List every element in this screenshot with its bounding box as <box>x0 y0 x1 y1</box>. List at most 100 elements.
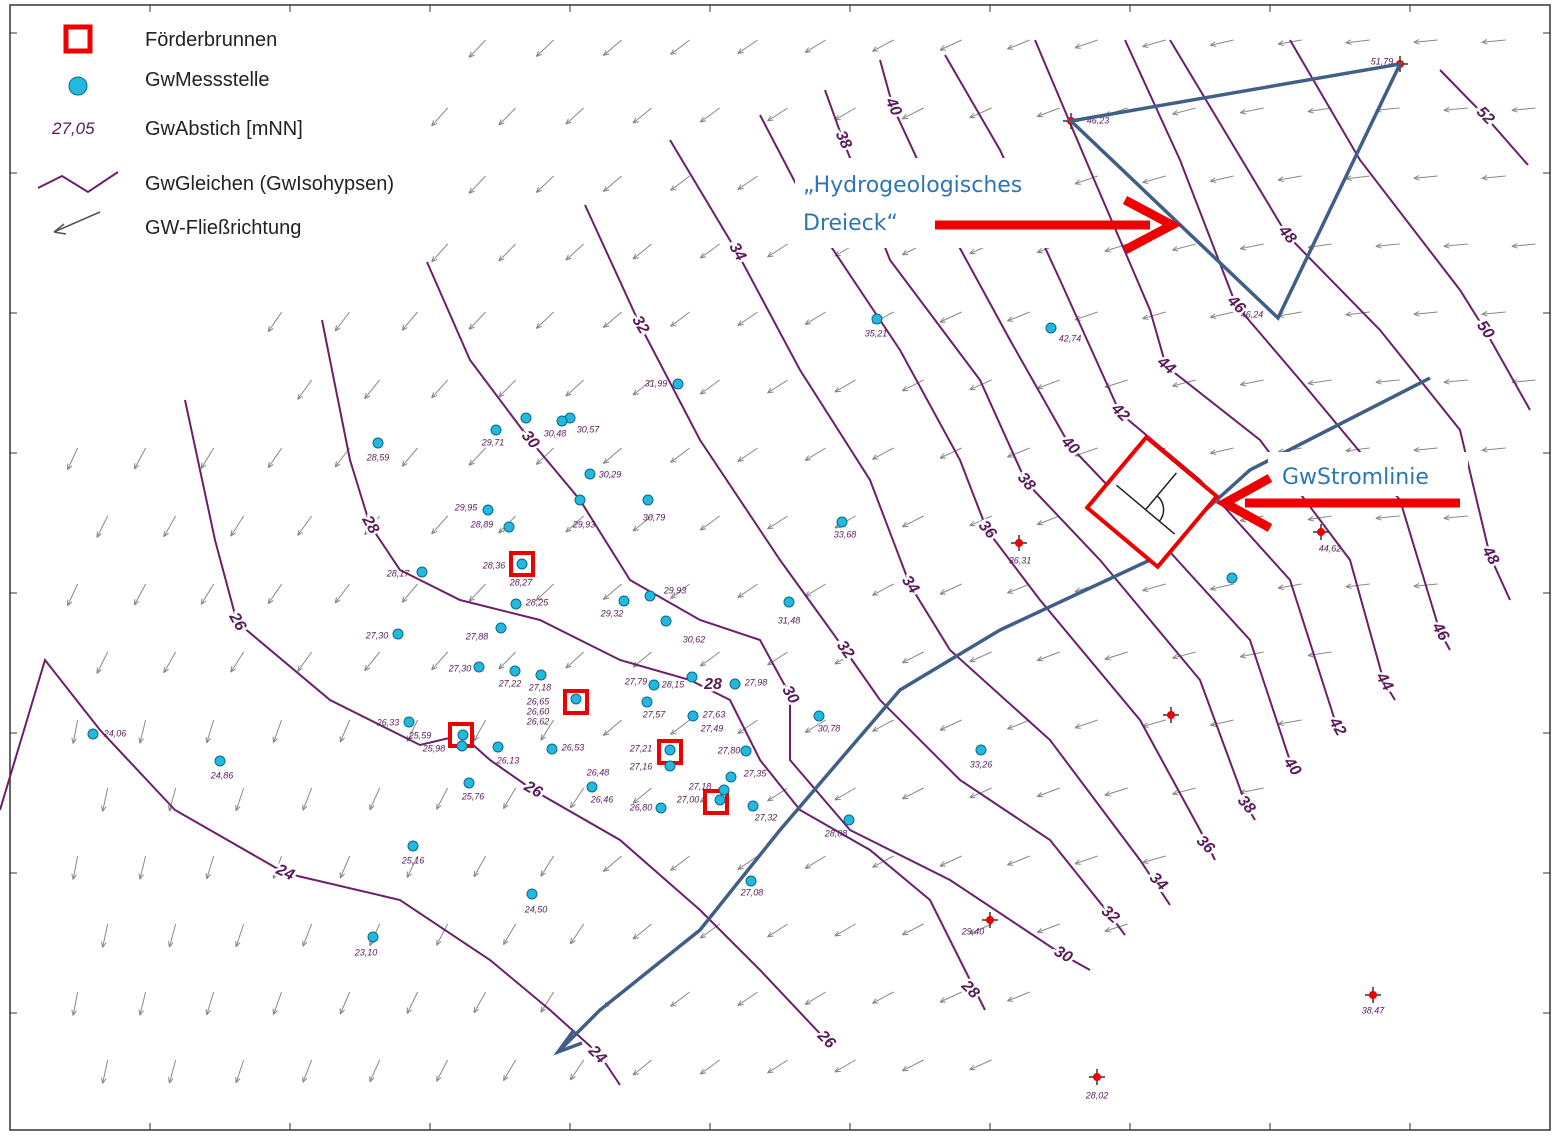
flow-arrow <box>872 39 894 52</box>
flow-arrow <box>468 447 487 466</box>
contour-line <box>426 261 1091 971</box>
well-label: 23,10 <box>354 947 378 957</box>
well-label: 29,95 <box>454 502 479 512</box>
monitoring-well <box>725 771 737 783</box>
flow-arrow <box>737 583 758 599</box>
annotation-text: Dreieck“ <box>803 211 898 236</box>
flow-arrow <box>767 379 788 394</box>
flow-arrow <box>767 515 788 530</box>
flow-arrow <box>565 107 584 125</box>
flow-arrow <box>1142 39 1166 48</box>
flow-arrow <box>1007 311 1030 322</box>
flow-arrow <box>1209 311 1234 319</box>
flow-arrow <box>498 107 517 126</box>
well-label: 33,68 <box>834 529 857 539</box>
flow-arrow <box>939 39 962 51</box>
flow-arrow <box>602 175 622 193</box>
flow-arrow <box>1142 175 1166 184</box>
flow-arrow <box>267 447 283 469</box>
flow-arrow <box>602 311 622 329</box>
well-label: 28,27 <box>509 577 534 587</box>
flow-arrow <box>1413 38 1438 45</box>
flow-arrow <box>71 855 79 880</box>
flow-arrow <box>297 379 313 400</box>
well-label: 27,32 <box>754 812 778 822</box>
flow-arrow <box>1007 991 1030 1002</box>
flow-arrow <box>969 923 992 935</box>
flow-arrow <box>96 515 109 538</box>
flow-arrow <box>969 1059 992 1071</box>
flow-arrow <box>535 311 554 329</box>
flow-arrow <box>670 719 690 736</box>
flow-arrow <box>1007 447 1030 458</box>
flow-arrow <box>969 787 992 799</box>
flow-arrow <box>1413 310 1438 317</box>
monitoring-well <box>641 696 653 708</box>
flow-arrow <box>834 923 856 937</box>
monitoring-well <box>87 728 99 740</box>
flow-arrow <box>431 651 449 671</box>
flow-arrow <box>699 651 720 667</box>
flow-arrow <box>699 515 720 531</box>
flow-arrow <box>205 855 215 880</box>
well-cross-dot <box>1015 539 1023 547</box>
flow-arrow <box>1239 651 1264 659</box>
flow-arrow <box>1104 651 1128 661</box>
flow-arrow <box>1074 719 1098 729</box>
monitoring-well <box>740 745 752 757</box>
monitoring-well <box>843 814 855 826</box>
flow-arrow <box>1307 107 1332 114</box>
flow-arrow <box>767 787 788 802</box>
flow-arrow <box>267 311 283 333</box>
flow-arrow <box>272 719 283 743</box>
well-label: 35,21 <box>865 328 888 338</box>
flow-arrow <box>767 1059 788 1074</box>
flow-arrow <box>1209 175 1234 183</box>
flow-arrow <box>468 175 487 194</box>
flow-arrow <box>1007 39 1030 50</box>
flow-arrow <box>66 447 79 471</box>
flow-arrow <box>939 583 962 595</box>
flow-arrow <box>473 855 487 878</box>
monitoring-well <box>672 378 684 390</box>
well-label: 26,46 <box>590 794 614 804</box>
flow-arrow <box>100 1059 109 1084</box>
flow-arrow <box>969 651 992 663</box>
monitoring-well <box>813 710 825 722</box>
flow-arrow <box>670 311 690 328</box>
contour-label: 28 <box>703 676 722 693</box>
flow-arrow <box>804 719 826 733</box>
flow-arrow <box>602 719 622 737</box>
flow-arrow <box>1481 446 1506 453</box>
flow-arrow <box>339 719 351 743</box>
flow-arrow <box>1239 243 1264 251</box>
flow-arrow <box>632 243 652 260</box>
monitoring-well <box>745 875 757 887</box>
well-cross-dot <box>1369 991 1377 999</box>
flow-arrow <box>767 107 788 122</box>
flow-arrow <box>1142 583 1166 592</box>
flow-arrow <box>364 515 381 536</box>
flow-arrow <box>737 175 758 191</box>
well-label: 26,62 <box>526 716 550 726</box>
flow-arrow <box>1277 39 1302 46</box>
monitoring-well <box>836 516 848 528</box>
well-label: 27,22 <box>498 678 522 688</box>
flow-arrow <box>602 855 622 873</box>
flow-arrow <box>872 855 894 868</box>
well-label: 29,32 <box>600 608 624 618</box>
monitoring-well <box>642 494 654 506</box>
flow-arrow <box>1307 379 1332 386</box>
flow-arrow <box>468 39 487 58</box>
well-label: 30,78 <box>818 723 841 733</box>
flow-arrow <box>1345 583 1370 589</box>
flow-arrow <box>632 107 652 124</box>
flow-arrow <box>163 651 177 674</box>
well-label: 26,65 <box>526 696 551 706</box>
flow-arrow <box>100 923 109 948</box>
well-label: 31,99 <box>645 378 668 388</box>
streamline-head <box>553 1028 583 1056</box>
contour-line <box>1439 69 1529 166</box>
well-label: 27,80 <box>717 745 741 755</box>
monitoring-well <box>490 424 502 436</box>
